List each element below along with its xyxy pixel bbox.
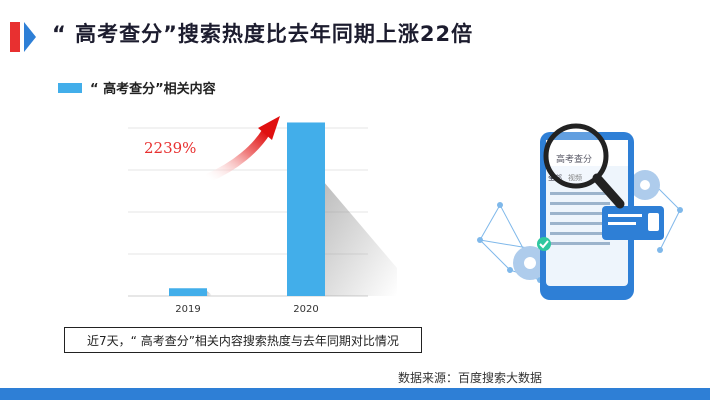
legend-label: “ 高考查分”相关内容 <box>90 82 216 97</box>
title-accent-icon <box>10 22 36 52</box>
bar-2019 <box>169 288 207 296</box>
result-rows <box>550 192 610 245</box>
bar-shadow <box>207 290 212 296</box>
chart-legend: “ 高考查分”相关内容 <box>58 78 216 97</box>
gear-icon <box>513 170 660 280</box>
network-nodes <box>477 202 683 283</box>
x-tick-label-2019: 2019 <box>175 304 200 315</box>
magnifier-icon <box>543 123 625 209</box>
app-label: 高考查分 <box>556 153 592 165</box>
page-title: “ 高考查分”搜索热度比去年同期上涨22倍 <box>52 22 474 46</box>
tab-video: 视频 <box>568 173 582 182</box>
bar-shadow <box>325 183 397 296</box>
chart-caption: 近7天，“ 高考查分”相关内容搜索热度与去年同期对比情况 <box>64 327 422 353</box>
growth-arrow <box>203 116 280 183</box>
x-tick-label-2020: 2020 <box>293 304 318 315</box>
legend-swatch <box>58 82 82 93</box>
data-source: 数据来源：百度搜索大数据 <box>398 371 543 385</box>
bar-2020 <box>287 122 325 296</box>
growth-percent-label: 2239% <box>144 139 196 157</box>
phone-header <box>546 140 628 166</box>
footer-bar <box>0 388 710 400</box>
phone-search-illustration: 高考查分 全部 视频 <box>477 123 683 300</box>
check-icon <box>537 237 551 251</box>
